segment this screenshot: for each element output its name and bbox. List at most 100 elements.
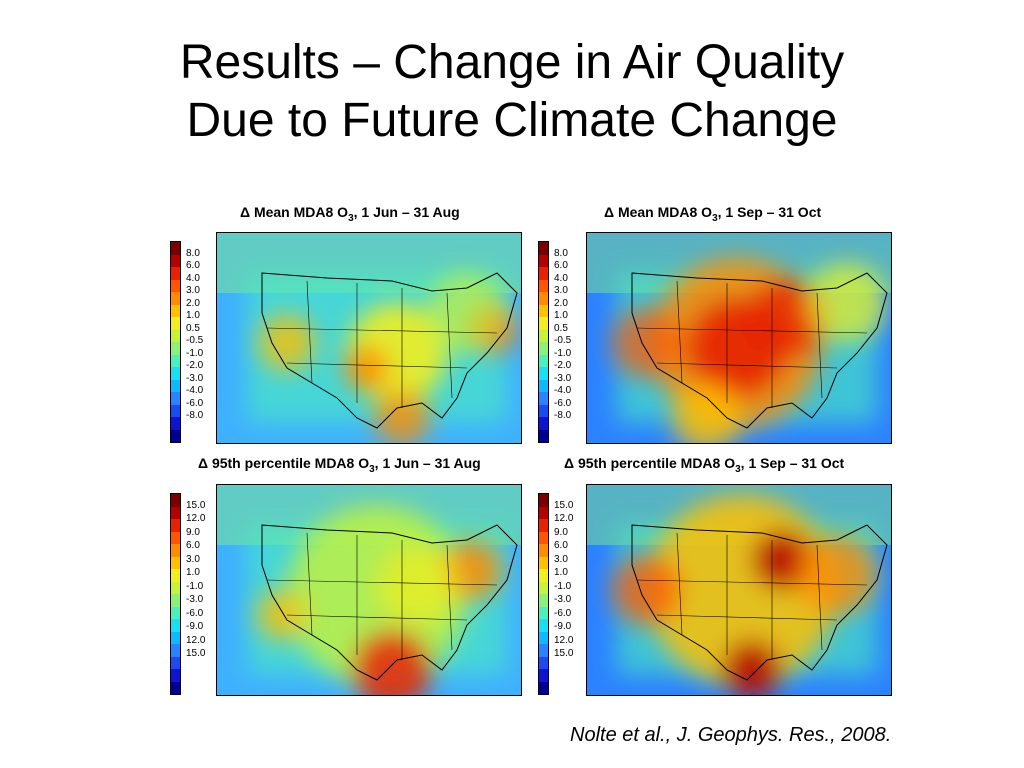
colorbar-tick-label: 9.0	[186, 526, 200, 538]
slide-title-line-1: Results – Change in Air Quality	[179, 36, 845, 89]
colorbar-swatch	[171, 267, 180, 280]
colorbar-swatch	[539, 367, 548, 380]
colorbar-tick-label: 3.0	[186, 285, 200, 296]
colorbar-tick-label: -1.0	[186, 580, 204, 592]
colorbar-tick-label: -1.0	[554, 347, 572, 359]
state-borders	[266, 532, 498, 660]
colorbar-tick-label: 2.0	[186, 297, 200, 309]
colorbar-swatch	[539, 631, 548, 644]
colorbar-tick-label: -0.5	[554, 335, 572, 346]
panel-2-title-subscript: 3	[712, 212, 718, 224]
colorbar-swatch	[171, 367, 180, 380]
colorbar-tick-label: -6.0	[554, 607, 572, 619]
colorbar-tick-label: -6.0	[186, 607, 204, 619]
colorbar-swatch	[171, 404, 180, 417]
colorbar-tick-label: 6.0	[554, 540, 568, 552]
panel-4-title-text: Δ 95th percentile MDA8 O	[564, 455, 736, 471]
colorbar-swatch	[539, 279, 548, 292]
colorbar-swatch	[539, 429, 548, 442]
colorbar-tick-label: 8.0	[554, 247, 568, 259]
colorbar-tick-label: -8.0	[186, 410, 204, 421]
colorbar-swatch	[171, 279, 180, 292]
colorbar-swatch	[171, 304, 180, 317]
panel-4-map-canvas	[587, 485, 891, 695]
panel-4-title-period: , 1 Sep – 31 Oct	[740, 455, 845, 471]
colorbar-swatch	[171, 354, 180, 367]
colorbar-swatch	[171, 292, 180, 305]
colorbar-swatch	[539, 354, 548, 367]
colorbar-tick-label: -4.0	[186, 385, 204, 396]
colorbar-swatch	[171, 329, 180, 342]
colorbar-tick-label: 0.5	[186, 322, 200, 334]
colorbar-swatch	[539, 531, 548, 544]
colorbar-swatch	[539, 669, 548, 682]
colorbar-tick-label: -6.0	[186, 397, 204, 409]
panel-4-title-subscript: 3	[735, 463, 741, 475]
colorbar-tick-label: -3.0	[186, 372, 204, 384]
colorbar-tick-label: 15.0	[186, 648, 206, 660]
colorbar-tick-label: 3.0	[554, 553, 568, 565]
colorbar-swatch	[171, 606, 180, 619]
colorbar-tick-label: -3.0	[186, 594, 204, 606]
colorbar-tick-label: 0.5	[554, 322, 568, 334]
colorbar-tick-label: 12.0	[186, 513, 206, 525]
panel-2-title-period: , 1 Sep – 31 Oct	[717, 204, 822, 220]
state-borders	[266, 280, 498, 408]
colorbar-swatch	[171, 669, 180, 682]
panel-4-map	[586, 484, 892, 696]
panel-1-map-canvas	[217, 233, 521, 443]
colorbar-swatch	[539, 417, 548, 430]
colorbar-tick-label: -2.0	[186, 360, 204, 371]
colorbar-swatch	[171, 581, 180, 594]
colorbar-tick-label: 1.0	[554, 310, 568, 321]
colorbar-swatch	[171, 556, 180, 569]
colorbar-tick-label: -8.0	[554, 410, 572, 421]
colorbar-swatch	[171, 242, 180, 255]
panel-3-title-text: Δ 95th percentile MDA8 O	[198, 455, 370, 471]
panel-1-title: Δ Mean MDA8 O3, 1 Jun – 31 Aug	[240, 204, 460, 224]
colorbar-swatch	[171, 519, 180, 532]
colorbar-swatch	[171, 619, 180, 632]
colorbar-swatch	[539, 329, 548, 342]
colorbar-tick-label: 15.0	[554, 648, 574, 660]
panel-3-title-period: , 1 Jun – 31 Aug	[374, 455, 481, 471]
panel-1-map	[216, 232, 522, 444]
colorbar-swatch	[539, 317, 548, 330]
panel-3-title: Δ 95th percentile MDA8 O3, 1 Jun – 31 Au…	[198, 455, 481, 475]
colorbar-swatch	[539, 342, 548, 355]
colorbar-tick-label: -6.0	[554, 397, 572, 409]
panel-2-title: Δ Mean MDA8 O3, 1 Sep – 31 Oct	[604, 204, 821, 224]
colorbar-swatch	[171, 656, 180, 669]
colorbar-tick-label: -4.0	[554, 385, 572, 396]
colorbar-swatch	[539, 304, 548, 317]
panel-2-title-text: Δ Mean MDA8 O	[604, 204, 713, 220]
colorbar-swatch	[539, 254, 548, 267]
colorbar-tick-label: 6.0	[186, 260, 200, 271]
state-borders	[636, 532, 868, 660]
colorbar-tick-label: 12.0	[554, 634, 574, 646]
colorbar-tick-label: 6.0	[554, 260, 568, 271]
colorbar-tick-label: 12.0	[554, 513, 574, 525]
colorbar-swatch	[539, 267, 548, 280]
colorbar-swatch	[171, 417, 180, 430]
slide-title-line-2: Due to Future Climate Change	[186, 94, 838, 147]
colorbar-tick-label: 6.0	[186, 540, 200, 552]
colorbar-swatch	[539, 379, 548, 392]
colorbar-swatch	[171, 594, 180, 607]
colorbar-swatch	[171, 544, 180, 557]
slide-title: Results – Change in Air Quality Due to F…	[0, 34, 1024, 150]
colorbar-swatch	[539, 644, 548, 657]
colorbar-swatch	[539, 506, 548, 519]
panel-4-colorbar	[538, 493, 549, 695]
panel-2-map-canvas	[587, 233, 891, 443]
panel-3-map-canvas	[217, 485, 521, 695]
colorbar-tick-label: 1.0	[186, 567, 200, 579]
colorbar-tick-label: -3.0	[554, 594, 572, 606]
colorbar-swatch	[171, 342, 180, 355]
panel-3-colorbar	[170, 493, 181, 695]
colorbar-swatch	[539, 581, 548, 594]
colorbar-tick-label: -9.0	[186, 621, 204, 633]
colorbar-swatch	[539, 544, 548, 557]
colorbar-tick-label: -2.0	[554, 360, 572, 371]
colorbar-swatch	[171, 379, 180, 392]
